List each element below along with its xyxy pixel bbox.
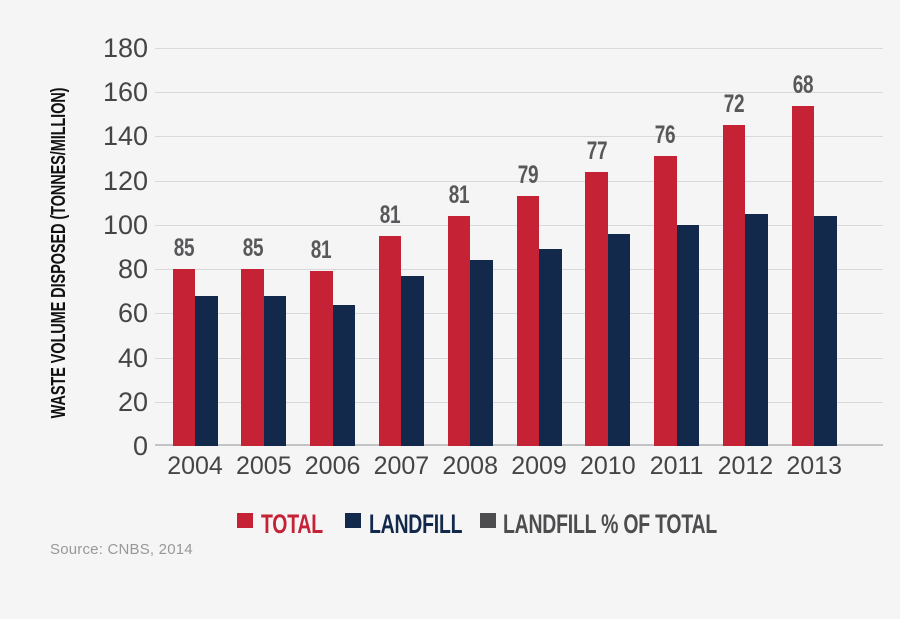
legend-label-total: TOTAL (261, 509, 323, 539)
legend-label-landfill: LANDFILL (369, 509, 463, 539)
bar-total-2011 (654, 156, 677, 446)
gridline-120 (155, 181, 883, 182)
x-tick-label-2011: 2011 (649, 452, 704, 480)
x-tick-label-2008: 2008 (442, 452, 498, 480)
legend-swatch-landfill (345, 513, 361, 528)
gridline-160 (155, 92, 883, 93)
bar-landfill-2009 (539, 249, 562, 446)
y-tick-label-140: 140 (102, 121, 148, 152)
source-note: Source: CNBS, 2014 (50, 541, 193, 558)
plot-area: 85 85 81 81 81 79 77 76 72 68 (155, 48, 883, 446)
bar-landfill-2011 (676, 224, 700, 446)
x-tick-label-2013: 2013 (786, 452, 842, 480)
x-tick-label-2005: 2005 (235, 452, 292, 480)
legend-swatch-landfill-pct (480, 513, 496, 528)
bar-landfill-2006 (332, 304, 356, 446)
y-tick-label-100: 100 (102, 209, 148, 240)
y-tick-label-180: 180 (102, 33, 148, 63)
bar-landfill-2005 (263, 295, 287, 446)
bar-landfill-2012 (745, 213, 768, 446)
bar-landfill-2013 (814, 216, 837, 446)
x-tick-label-2010: 2010 (579, 452, 636, 480)
pct-label-2009: 79 (517, 161, 539, 190)
pct-label-2005: 85 (242, 234, 263, 263)
pct-label-2012: 72 (723, 90, 745, 119)
y-tick-label-80: 80 (117, 254, 148, 285)
pct-label-2007: 81 (379, 200, 401, 229)
bar-total-2013 (791, 105, 815, 446)
x-tick-label-2006: 2006 (304, 452, 361, 480)
y-tick-label-0: 0 (132, 431, 148, 461)
x-tick-label-2012: 2012 (717, 452, 774, 480)
bar-total-2009 (516, 196, 539, 446)
pct-label-2004: 85 (173, 234, 195, 263)
y-tick-label-60: 60 (117, 298, 148, 329)
y-tick-label-160: 160 (102, 77, 148, 108)
bar-total-2008 (447, 216, 471, 446)
pct-label-2008: 81 (448, 181, 470, 210)
x-tick-label-2009: 2009 (511, 452, 567, 480)
bar-total-2005 (241, 269, 264, 446)
pct-label-2013: 68 (792, 70, 814, 99)
legend-swatch-total (237, 513, 253, 528)
bar-total-2012 (722, 125, 746, 446)
gridline-140 (155, 136, 883, 137)
bar-landfill-2007 (401, 275, 424, 446)
y-tick-label-20: 20 (117, 386, 148, 417)
bar-total-2010 (585, 171, 608, 446)
pct-label-2006: 81 (311, 236, 332, 265)
bar-total-2007 (378, 235, 402, 446)
y-tick-label-40: 40 (117, 342, 148, 373)
bar-landfill-2010 (607, 233, 631, 446)
bar-total-2004 (172, 269, 195, 446)
pct-label-2010: 77 (586, 136, 607, 165)
bar-landfill-2008 (470, 260, 493, 446)
legend-label-landfill-pct: LANDFILL % OF TOTAL (503, 509, 718, 539)
gridline-180 (155, 48, 883, 49)
bar-total-2006 (310, 271, 333, 446)
x-tick-label-2007: 2007 (373, 452, 430, 480)
y-tick-label-120: 120 (102, 165, 148, 196)
pct-label-2011: 76 (655, 121, 676, 150)
x-tick-label-2004: 2004 (167, 452, 223, 480)
bar-landfill-2004 (195, 295, 218, 446)
